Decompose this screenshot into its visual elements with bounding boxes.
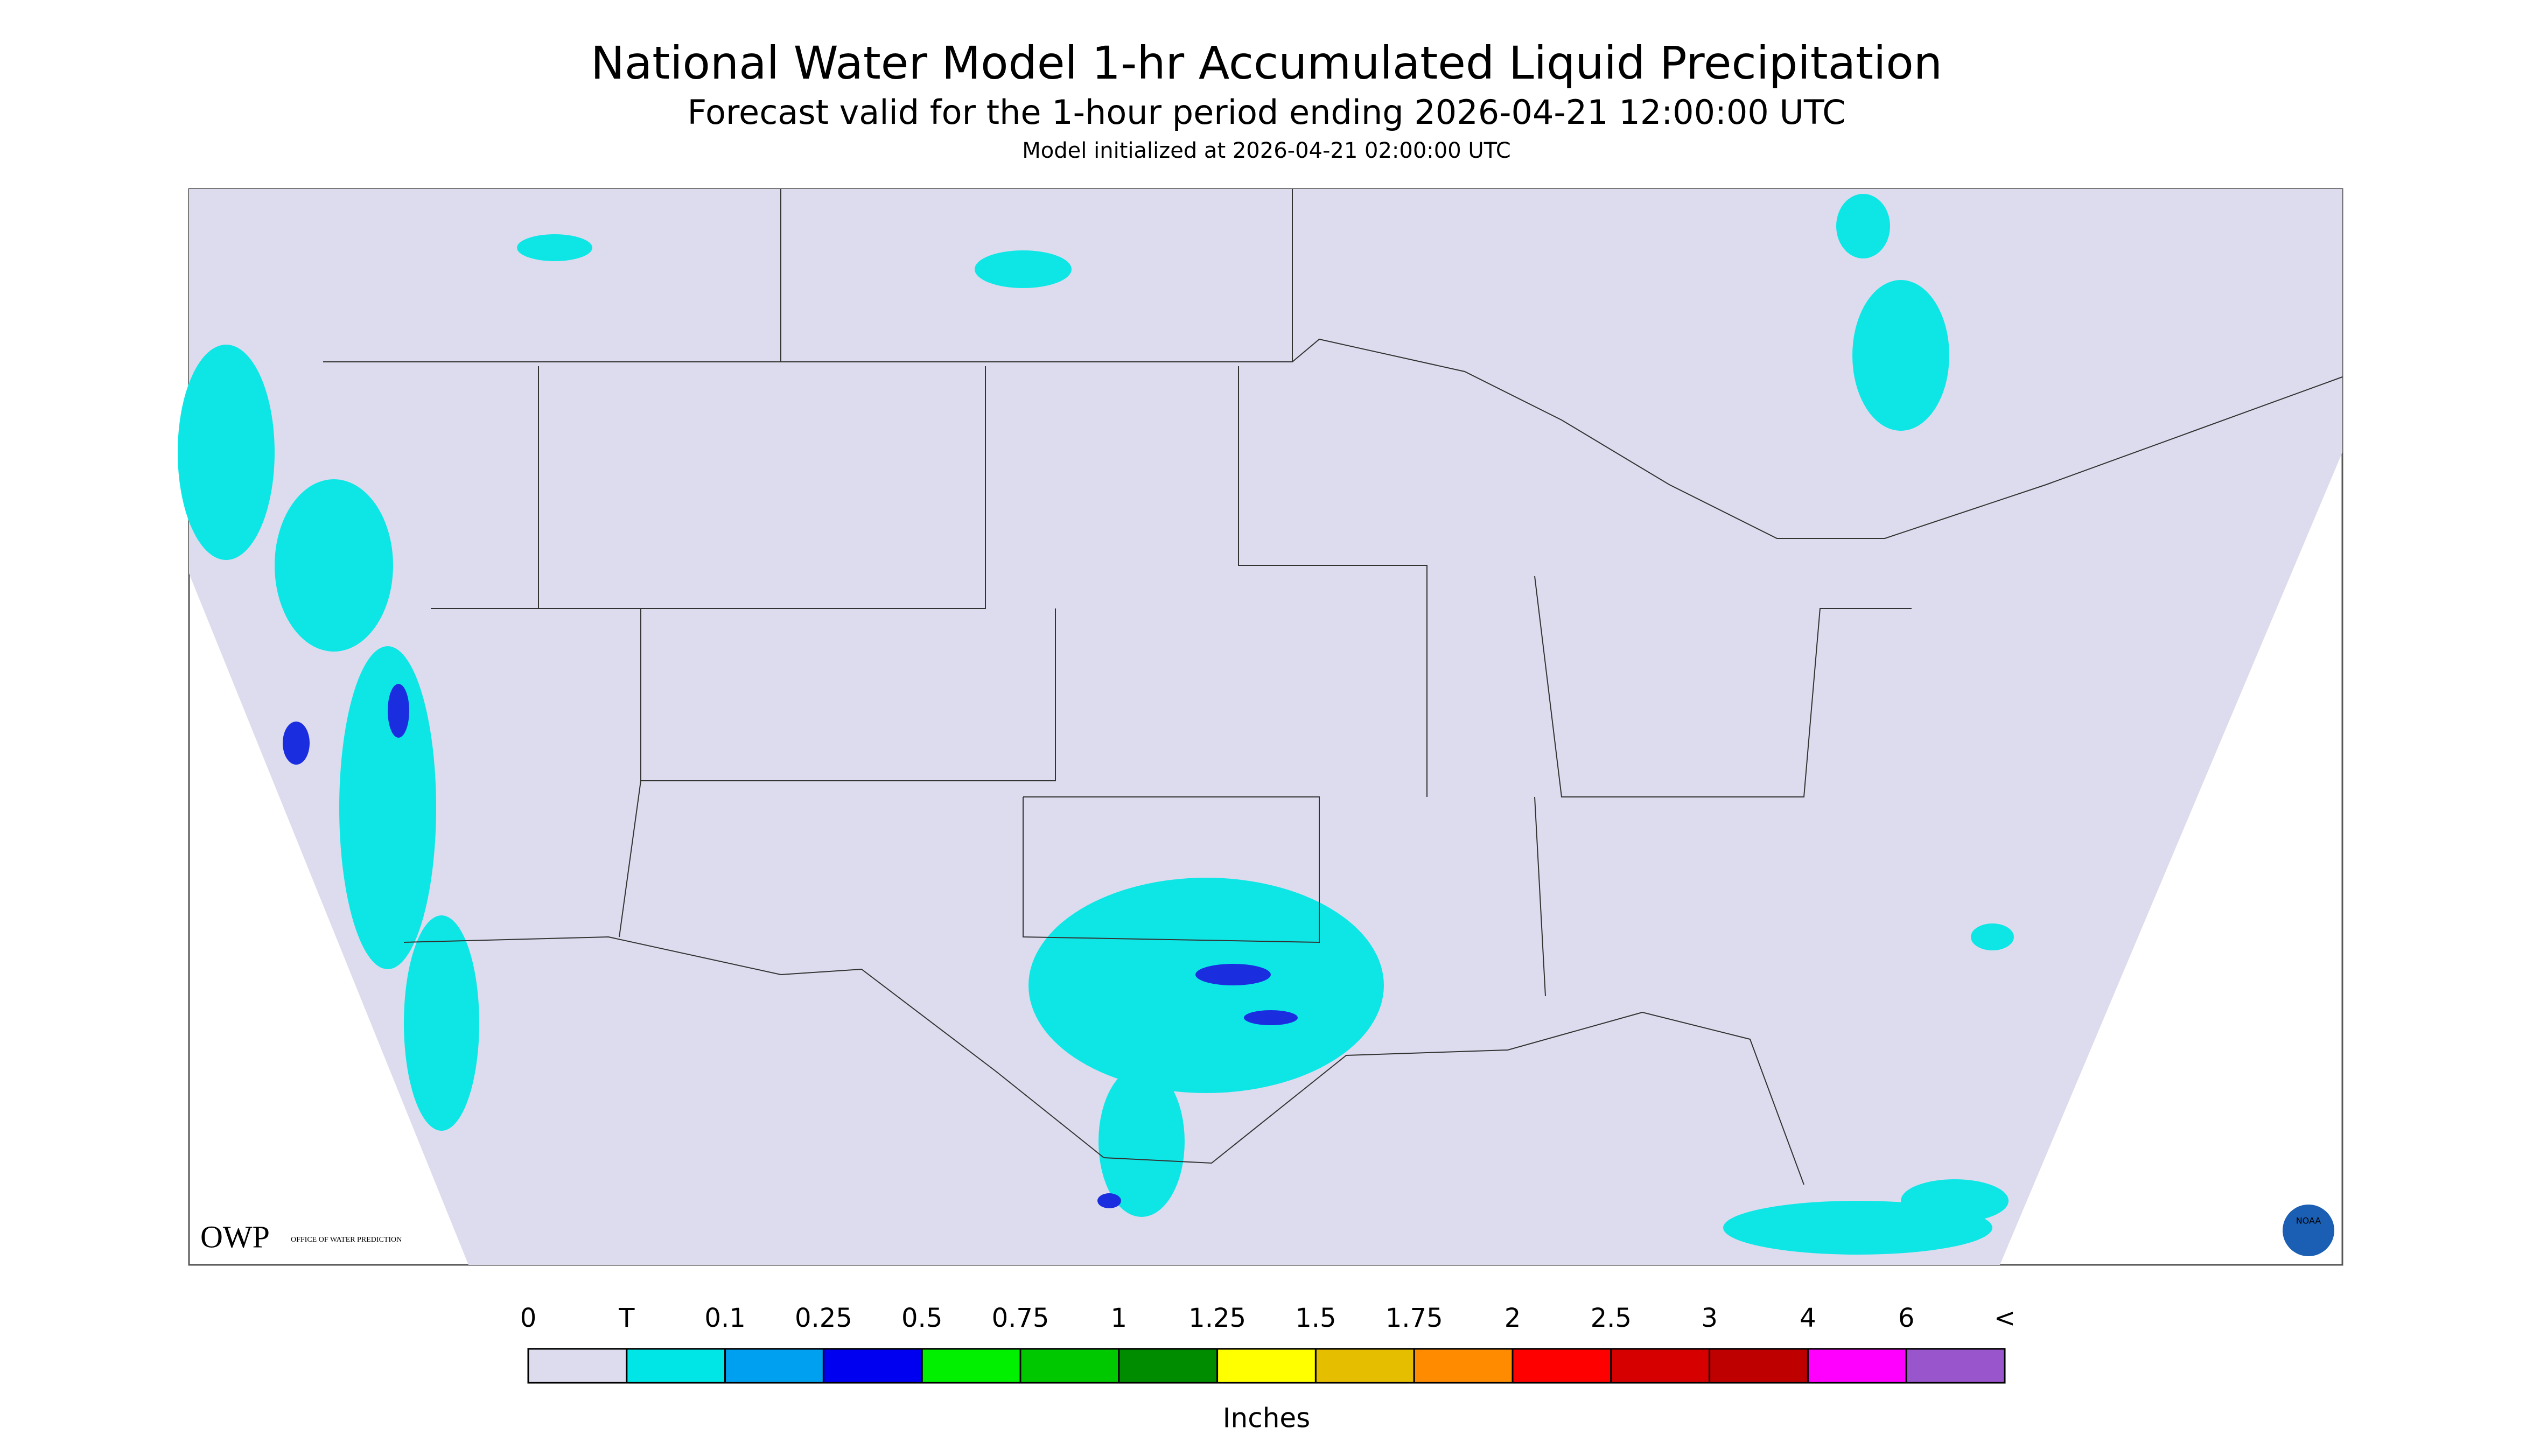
subtitle: Forecast valid for the 1-hour period end… bbox=[688, 93, 1846, 132]
map: OWP OFFICE OF WATER PREDICTION NOAA bbox=[178, 188, 2343, 1266]
legend-label: 1 bbox=[1111, 1303, 1128, 1333]
noaa-logo bbox=[2283, 1205, 2334, 1256]
legend-label: 2.5 bbox=[1591, 1303, 1632, 1333]
init-time: Model initialized at 2026-04-21 02:00:00… bbox=[1022, 138, 1510, 163]
legend-swatch bbox=[921, 1348, 1021, 1384]
legend-swatch bbox=[1512, 1348, 1612, 1384]
legend-label: 2 bbox=[1505, 1303, 1521, 1333]
legend-swatch bbox=[1314, 1348, 1415, 1384]
legend-swatch bbox=[1905, 1348, 2006, 1384]
legend-unit: Inches bbox=[1223, 1403, 1310, 1434]
legend-swatch bbox=[1216, 1348, 1317, 1384]
borders bbox=[323, 189, 2343, 1185]
legend: 0 T 0.1 0.25 0.5 0.75 1 1.25 1.5 1.75 2 2.5 3 4 6 < bbox=[520, 1303, 2016, 1384]
legend-label: 0.75 bbox=[992, 1303, 1049, 1333]
legend-label: 3 bbox=[1701, 1303, 1718, 1333]
legend-label: 0.1 bbox=[704, 1303, 745, 1333]
legend-swatch bbox=[527, 1348, 628, 1384]
legend-swatch bbox=[1807, 1348, 1907, 1384]
legend-label: 0 bbox=[520, 1303, 537, 1333]
legend-label: T bbox=[618, 1303, 635, 1333]
title: National Water Model 1-hr Accumulated Li… bbox=[591, 37, 1942, 89]
owp-logo-text: OFFICE OF WATER PREDICTION bbox=[291, 1236, 402, 1244]
legend-swatch bbox=[1709, 1348, 1809, 1384]
legend-label: 1.5 bbox=[1295, 1303, 1336, 1333]
legend-label: 0.25 bbox=[795, 1303, 852, 1333]
legend-label: < bbox=[1994, 1303, 2016, 1333]
precip-areas bbox=[178, 194, 2014, 1255]
legend-label: 0.5 bbox=[901, 1303, 942, 1333]
noaa-logo-text: NOAA bbox=[2296, 1216, 2321, 1226]
legend-label: 1.75 bbox=[1386, 1303, 1443, 1333]
legend-label: 4 bbox=[1800, 1303, 1816, 1333]
legend-swatch bbox=[724, 1348, 824, 1384]
legend-swatch bbox=[822, 1348, 923, 1384]
owp-logo: OWP bbox=[200, 1219, 270, 1254]
legend-swatch bbox=[626, 1348, 726, 1384]
legend-swatch bbox=[1413, 1348, 1514, 1384]
legend-label: 6 bbox=[1898, 1303, 1915, 1333]
legend-swatch bbox=[1118, 1348, 1219, 1384]
legend-swatch bbox=[1019, 1348, 1120, 1384]
legend-swatch bbox=[1610, 1348, 1711, 1384]
legend-label: 1.25 bbox=[1188, 1303, 1246, 1333]
